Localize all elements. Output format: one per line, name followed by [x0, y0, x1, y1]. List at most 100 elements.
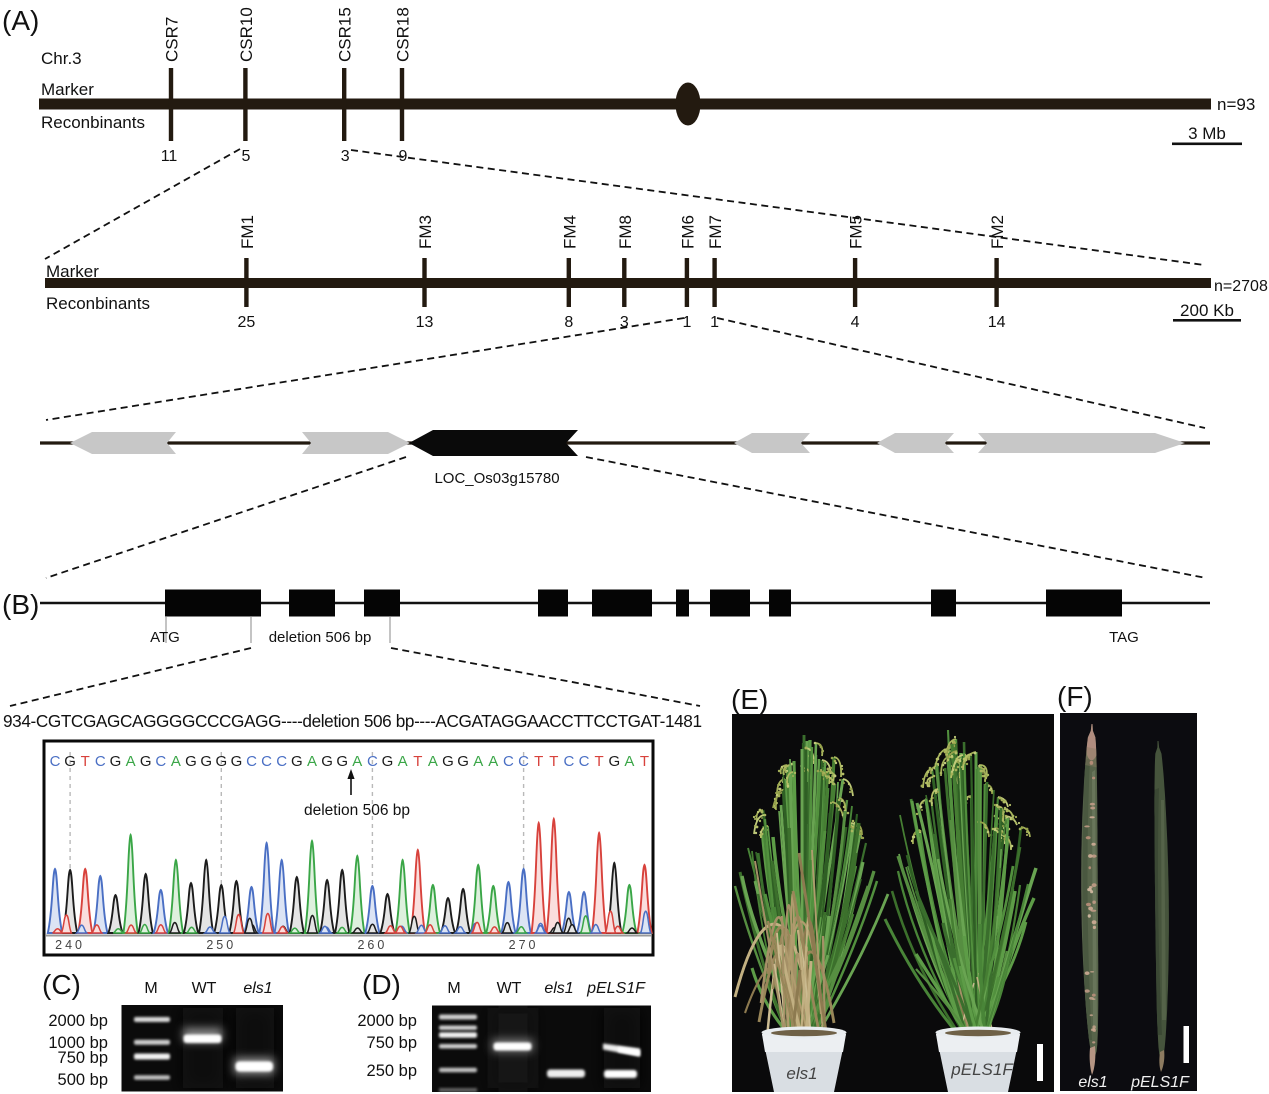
svg-text:C: C [579, 753, 590, 770]
svg-text:CSR10: CSR10 [237, 7, 256, 62]
svg-text:C: C [95, 753, 106, 770]
svg-text:M: M [447, 980, 460, 997]
svg-text:WT: WT [192, 980, 217, 997]
svg-text:C: C [155, 753, 166, 770]
svg-text:G: G [608, 753, 620, 770]
svg-text:C: C [518, 753, 529, 770]
svg-text:934-CGTCGAGCAGGGGCCCGAGG----de: 934-CGTCGAGCAGGGGCCCGAGG----deletion 506… [3, 711, 702, 731]
svg-text:3: 3 [620, 314, 629, 331]
svg-text:CSR15: CSR15 [336, 7, 355, 62]
svg-text:FM6: FM6 [678, 215, 697, 249]
svg-text:A: A [126, 753, 136, 770]
svg-text:C: C [563, 753, 574, 770]
svg-text:240: 240 [55, 938, 85, 952]
svg-text:deletion 506 bp: deletion 506 bp [269, 629, 372, 646]
svg-text:(D): (D) [362, 969, 401, 1000]
svg-text:G: G [382, 753, 394, 770]
svg-text:(E): (E) [731, 684, 768, 715]
svg-text:TAG: TAG [1109, 629, 1139, 646]
svg-text:C: C [50, 753, 61, 770]
svg-text:2000 bp: 2000 bp [357, 1012, 417, 1030]
svg-text:Chr.3: Chr.3 [41, 49, 82, 68]
svg-text:ATG: ATG [150, 629, 180, 646]
svg-text:T: T [549, 753, 558, 770]
svg-text:1000 bp: 1000 bp [48, 1034, 108, 1052]
svg-text:Reconbinants: Reconbinants [41, 113, 145, 132]
svg-text:C: C [367, 753, 378, 770]
svg-text:G: G [64, 753, 76, 770]
svg-text:pELS1F: pELS1F [1130, 1074, 1190, 1091]
svg-text:A: A [428, 753, 438, 770]
svg-text:C: C [503, 753, 514, 770]
svg-text:M: M [144, 980, 157, 997]
svg-text:14: 14 [988, 314, 1006, 331]
svg-text:LOC_Os03g15780: LOC_Os03g15780 [434, 470, 559, 487]
svg-text:els1: els1 [544, 980, 573, 997]
svg-text:750 bp: 750 bp [367, 1034, 417, 1052]
svg-text:A: A [307, 753, 317, 770]
svg-text:C: C [276, 753, 287, 770]
svg-text:FM5: FM5 [847, 215, 866, 249]
svg-text:(F): (F) [1057, 681, 1093, 712]
svg-text:els1: els1 [786, 1064, 817, 1083]
svg-text:2000 bp: 2000 bp [48, 1012, 108, 1030]
svg-text:1: 1 [710, 314, 719, 331]
svg-text:200 Kb: 200 Kb [1180, 301, 1234, 320]
svg-text:G: G [215, 753, 227, 770]
svg-text:8: 8 [564, 314, 573, 331]
svg-text:250 bp: 250 bp [367, 1062, 417, 1080]
svg-text:G: G [110, 753, 122, 770]
svg-text:G: G [185, 753, 197, 770]
svg-text:G: G [457, 753, 469, 770]
svg-text:pELS1F: pELS1F [950, 1060, 1014, 1079]
svg-text:FM8: FM8 [616, 215, 635, 249]
svg-text:C: C [261, 753, 272, 770]
svg-text:G: G [442, 753, 454, 770]
svg-text:4: 4 [851, 314, 860, 331]
svg-text:A: A [624, 753, 634, 770]
svg-text:T: T [534, 753, 543, 770]
svg-text:A: A [352, 753, 362, 770]
svg-text:FM7: FM7 [706, 215, 725, 249]
svg-text:13: 13 [416, 314, 434, 331]
svg-text:T: T [413, 753, 422, 770]
svg-text:els1: els1 [243, 980, 272, 997]
svg-text:G: G [231, 753, 243, 770]
svg-text:n=2708: n=2708 [1214, 278, 1268, 295]
svg-text:25: 25 [238, 314, 256, 331]
svg-text:(A): (A) [2, 5, 39, 36]
svg-text:T: T [595, 753, 604, 770]
svg-text:A: A [171, 753, 181, 770]
svg-text:G: G [200, 753, 212, 770]
svg-text:FM1: FM1 [238, 215, 257, 249]
svg-text:250: 250 [206, 938, 236, 952]
svg-text:Marker: Marker [41, 80, 94, 99]
svg-text:(C): (C) [42, 969, 81, 1000]
svg-text:A: A [473, 753, 483, 770]
svg-text:Reconbinants: Reconbinants [46, 294, 150, 313]
svg-text:260: 260 [357, 938, 387, 952]
svg-text:1: 1 [682, 314, 691, 331]
svg-text:T: T [640, 753, 649, 770]
svg-text:CSR18: CSR18 [394, 7, 413, 62]
svg-text:A: A [398, 753, 408, 770]
svg-text:pELS1F: pELS1F [586, 980, 646, 997]
svg-text:5: 5 [241, 148, 250, 165]
svg-text:G: G [140, 753, 152, 770]
svg-text:deletion 506 bp: deletion 506 bp [304, 802, 410, 819]
svg-text:500 bp: 500 bp [58, 1071, 108, 1089]
svg-text:G: G [321, 753, 333, 770]
svg-text:n=93: n=93 [1217, 95, 1255, 114]
svg-text:G: G [291, 753, 303, 770]
svg-text:FM4: FM4 [560, 215, 579, 249]
svg-text:11: 11 [161, 148, 178, 165]
svg-text:750 bp: 750 bp [58, 1049, 108, 1067]
svg-text:C: C [246, 753, 257, 770]
svg-text:270: 270 [509, 938, 539, 952]
svg-text:G: G [336, 753, 348, 770]
svg-text:WT: WT [497, 980, 522, 997]
svg-text:CSR7: CSR7 [163, 17, 182, 62]
svg-text:els1: els1 [1078, 1074, 1107, 1091]
svg-text:A: A [488, 753, 498, 770]
svg-text:FM2: FM2 [988, 215, 1007, 249]
